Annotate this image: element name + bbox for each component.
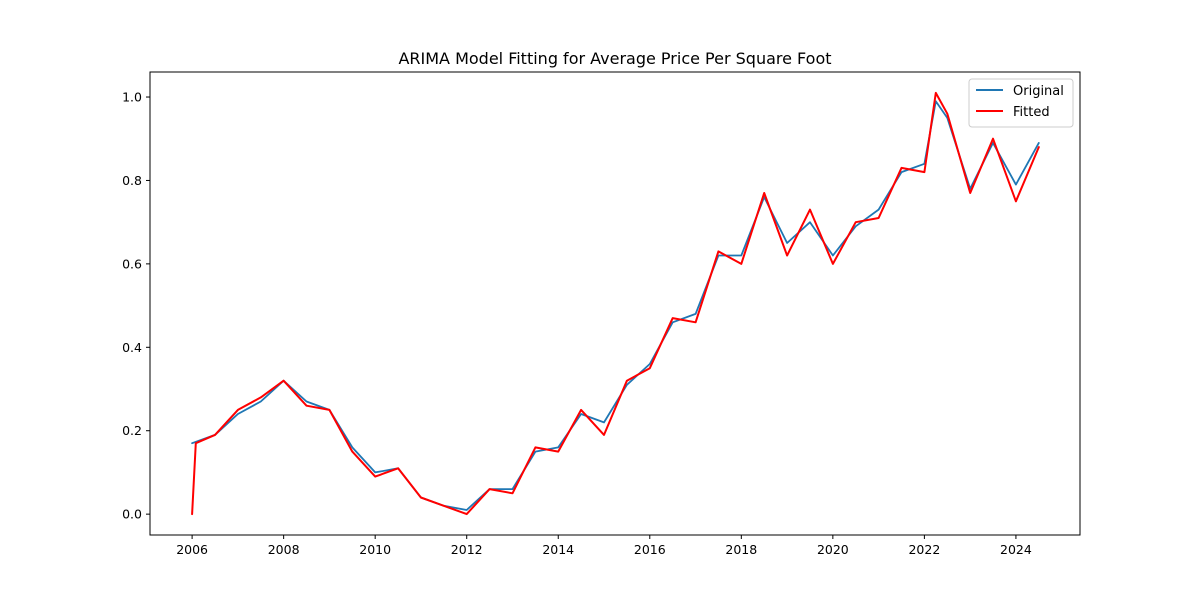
series-line-fitted bbox=[191, 91, 1040, 516]
x-tick-label: 2020 bbox=[817, 542, 849, 557]
legend-label-fitted: Fitted bbox=[1013, 105, 1050, 120]
y-tick-label: 0.2 bbox=[122, 423, 142, 438]
x-tick-label: 2010 bbox=[359, 542, 391, 557]
x-tick-label: 2024 bbox=[1000, 542, 1032, 557]
legend-label-original: Original bbox=[1013, 84, 1064, 99]
plot-area-frame bbox=[149, 71, 1081, 536]
x-tick-label: 2006 bbox=[176, 542, 208, 557]
x-tick-label: 2012 bbox=[451, 542, 483, 557]
y-axis: 0.0 0.2 0.4 0.6 0.8 1.0 bbox=[122, 90, 150, 522]
x-tick-label: 2008 bbox=[268, 542, 300, 557]
x-tick-label: 2022 bbox=[908, 542, 940, 557]
x-tick-label: 2018 bbox=[725, 542, 757, 557]
y-tick-label: 0.8 bbox=[122, 173, 142, 188]
y-tick-label: 0.6 bbox=[122, 256, 142, 271]
y-tick-label: 0.4 bbox=[122, 340, 142, 355]
x-tick-label: 2016 bbox=[634, 542, 666, 557]
series-line-original bbox=[191, 100, 1040, 511]
x-axis: 2006 2008 2010 2012 2014 2016 2018 2020 2022 2024 bbox=[176, 535, 1032, 557]
series-layer bbox=[191, 91, 1040, 516]
chart-title: ARIMA Model Fitting for Average Price Pe… bbox=[398, 49, 831, 68]
legend: Original Fitted bbox=[968, 78, 1074, 128]
x-tick-label: 2014 bbox=[542, 542, 574, 557]
y-tick-label: 1.0 bbox=[122, 90, 142, 105]
y-tick-label: 0.0 bbox=[122, 507, 142, 522]
